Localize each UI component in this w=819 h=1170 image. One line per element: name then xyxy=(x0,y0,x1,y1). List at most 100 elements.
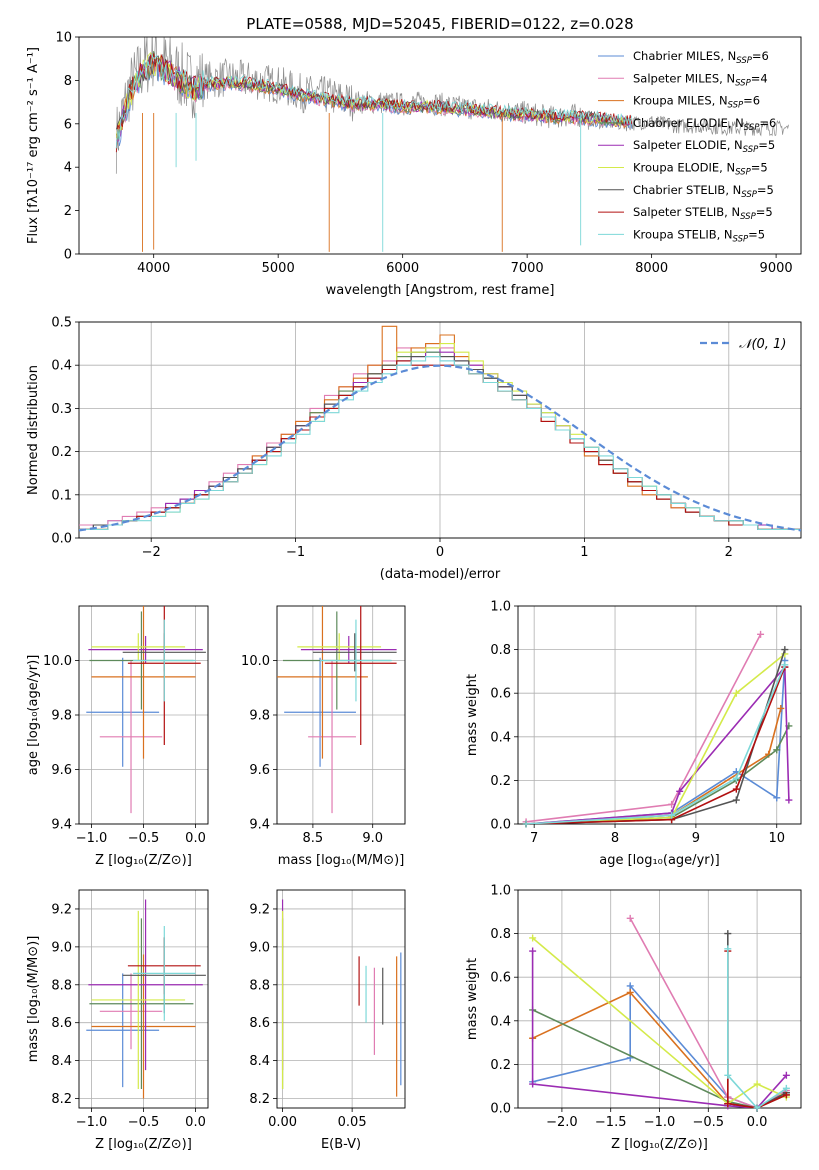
legend-entry: Kroupa STELIB, NSSP=5 xyxy=(633,227,765,244)
y-tick-label: 9.2 xyxy=(51,902,72,917)
data-point-marker xyxy=(781,661,789,669)
weight-vs-age-panel: 7 8 9 10 0.0 0.2 0.4 0.6 0.8 1.0 age [log₁₀(age/yr… xyxy=(465,600,802,868)
data-point-marker xyxy=(668,811,676,819)
y-tick-label: 9.2 xyxy=(249,902,270,917)
x-tick-label: −0.5 xyxy=(693,1115,725,1130)
y-axis-label: mass weight xyxy=(465,674,480,756)
x-tick-label: 8.5 xyxy=(303,831,324,846)
y-tick-label: 8.8 xyxy=(51,978,72,993)
x-axis-label: Z [log₁₀(Z/Z⊙)] xyxy=(95,1137,192,1152)
weight-line-kroupa-elodie xyxy=(526,653,786,824)
y-tick-label: 0.2 xyxy=(490,1058,511,1073)
y-tick-label: 0.0 xyxy=(490,1102,511,1117)
y-axis-label: Flux [fλ10⁻¹⁷ erg cm⁻² s⁻¹ A⁻¹] xyxy=(26,47,41,244)
legend-subscript: SSP xyxy=(736,56,752,66)
y-axis-label: age [log₁₀(age/yr)] xyxy=(26,655,41,776)
y-axis-label: mass [log₁₀(M/M⊙)] xyxy=(26,936,41,1063)
weight-line-chabrier-elodie xyxy=(526,725,790,824)
data-point-marker xyxy=(626,982,634,990)
weight-vs-Z-panel: −2.0 −1.5 −1.0 −0.5 0.0 0.0 0.2 0.4 0.6 0.8 1.0 Z [… xyxy=(465,884,802,1152)
x-tick-label: 9.0 xyxy=(362,831,383,846)
x-tick-label: 5000 xyxy=(262,261,295,276)
data-point-marker xyxy=(753,1104,761,1112)
data-point-marker xyxy=(668,800,676,808)
legend-count: =5 xyxy=(748,227,765,241)
x-tick-label: 2 xyxy=(725,545,733,560)
y-tick-label: 10 xyxy=(55,31,72,46)
y-tick-label: 6 xyxy=(64,117,72,132)
weight-line-kroupa-stelib xyxy=(526,664,786,824)
data-point-marker xyxy=(676,787,684,795)
data-point-marker xyxy=(757,630,765,638)
x-axis-label: Z [log₁₀(Z/Z⊙)] xyxy=(95,853,192,868)
model-spectrum-salpeter-elodie xyxy=(116,53,633,143)
data-point-marker xyxy=(773,746,781,754)
gaussian-curve xyxy=(79,364,801,532)
y-tick-label: 0.3 xyxy=(51,402,72,417)
x-axis-label: mass [log₁₀(M/M⊙)] xyxy=(278,853,405,868)
x-tick-label: 6000 xyxy=(386,261,419,276)
y-tick-label: 9.4 xyxy=(249,818,270,833)
x-tick-label: −0.5 xyxy=(128,1115,160,1130)
x-tick-label: 0.05 xyxy=(338,1115,367,1130)
legend-count: =6 xyxy=(743,94,760,108)
x-tick-label: 0.00 xyxy=(268,1115,297,1130)
legend-entry: Kroupa MILES, NSSP=6 xyxy=(633,94,760,111)
x-tick-label: 9000 xyxy=(760,261,793,276)
x-tick-label: 0.0 xyxy=(185,831,206,846)
data-point-marker xyxy=(626,988,634,996)
x-axis-label: Z [log₁₀(Z/Z⊙)] xyxy=(611,1137,708,1152)
x-axis-label: E(B-V) xyxy=(321,1137,361,1152)
legend-count: =5 xyxy=(751,161,768,175)
y-tick-label: 1.0 xyxy=(490,884,511,899)
legend-subscript: SSP xyxy=(741,190,757,200)
data-point-marker xyxy=(777,704,785,712)
legend-entry: Chabrier MILES, NSSP=6 xyxy=(633,49,769,66)
residuals-panel: −2 −1 0 1 2 0.0 0.1 0.2 0.3 0.4 0.5 (data-model)/er… xyxy=(26,316,802,582)
y-tick-label: 9.0 xyxy=(51,940,72,955)
data-point-marker xyxy=(732,774,740,782)
data-point-marker xyxy=(529,1080,537,1088)
x-axis-label: (data-model)/error xyxy=(380,567,501,582)
y-tick-label: 0.5 xyxy=(51,316,72,331)
weight-line-kroupa-stelib xyxy=(727,948,787,1108)
x-tick-label: 7 xyxy=(530,831,538,846)
axes-frame xyxy=(78,36,802,255)
data-point-marker xyxy=(785,796,793,804)
data-point-marker xyxy=(529,947,537,955)
x-tick-label: −2.0 xyxy=(546,1115,578,1130)
y-tick-label: 0.6 xyxy=(490,971,511,986)
data-point-marker xyxy=(724,930,732,938)
legend-subscript: SSP xyxy=(744,123,760,133)
axes-frame xyxy=(517,605,802,825)
x-tick-label: 0.0 xyxy=(185,1115,206,1130)
legend-count: =5 xyxy=(758,138,775,152)
legend-count: =6 xyxy=(759,116,776,130)
y-tick-label: 0.4 xyxy=(490,1014,511,1029)
legend-entry: Salpeter STELIB, NSSP=5 xyxy=(633,205,773,222)
legend-entry: Salpeter MILES, NSSP=4 xyxy=(633,71,768,88)
y-tick-label: 9.4 xyxy=(51,818,72,833)
y-tick-label: 0.6 xyxy=(490,687,511,702)
legend-entry: Chabrier STELIB, NSSP=5 xyxy=(633,183,774,200)
data-point-marker xyxy=(753,1080,761,1088)
y-tick-label: 0.2 xyxy=(490,774,511,789)
y-tick-label: 8.4 xyxy=(249,1054,270,1069)
x-tick-label: −1 xyxy=(286,545,305,560)
y-tick-label: 0.2 xyxy=(51,445,72,460)
data-point-marker xyxy=(781,646,789,654)
y-tick-label: 2 xyxy=(64,204,72,219)
x-tick-label: 1 xyxy=(580,545,588,560)
spectrum-panel: 4000 5000 6000 7000 8000 9000 0 2 4 6 8 10 wavelengt… xyxy=(26,31,802,298)
legend-subscript: SSP xyxy=(740,212,756,222)
legend-subscript: SSP xyxy=(735,168,751,178)
histogram-kroupa-stelib xyxy=(79,356,801,530)
model-spectrum-kroupa-stelib xyxy=(115,53,633,149)
x-tick-label: 0 xyxy=(436,545,444,560)
legend-subscript: SSP xyxy=(735,78,751,88)
data-point-marker xyxy=(782,1084,790,1092)
age-vs-mass-panel: 8.5 9.0 9.4 9.6 9.8 10.0 mass [log₁₀(M/M⊙)] xyxy=(241,605,406,868)
axes-frame xyxy=(78,889,209,1109)
y-tick-label: 8 xyxy=(64,74,72,89)
age-vs-Z-panel: −1.0 −0.5 0.0 9.4 9.6 9.8 10.0 Z [log₁₀(Z/Z⊙)] a… xyxy=(26,605,209,868)
